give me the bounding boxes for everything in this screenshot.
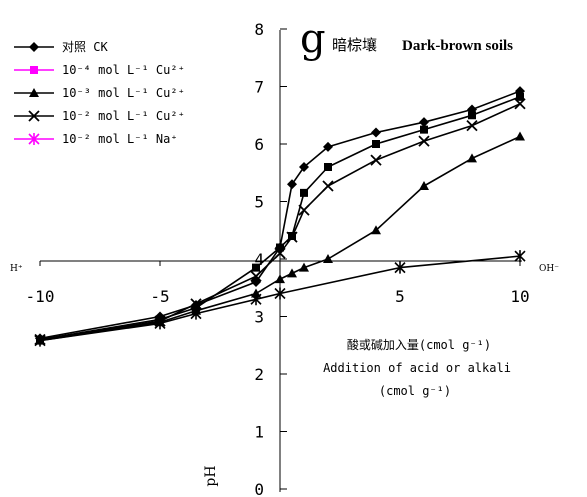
data-point-diamond: [323, 141, 333, 152]
data-point-triangle: [371, 225, 381, 235]
x-axis-right-end-label: OH⁻: [539, 264, 559, 274]
data-point-x: [190, 298, 202, 310]
data-point-triangle: [275, 274, 285, 284]
data-point-diamond: [371, 127, 381, 138]
x-tick-label: -10: [26, 287, 55, 306]
series-line: [39, 103, 521, 341]
data-point-star: [190, 307, 202, 320]
legend-entry: 10⁻³ mol L⁻¹ Cu²⁺: [14, 86, 185, 100]
data-point-triangle: [29, 88, 39, 97]
legend-label: 对照 CK: [62, 40, 108, 54]
data-point-star: [514, 250, 526, 263]
data-point-square: [252, 263, 260, 272]
data-point-star: [154, 317, 166, 330]
panel-label: g: [300, 16, 326, 62]
data-point-triangle: [323, 254, 333, 263]
data-point-triangle: [467, 153, 477, 163]
title-english: Dark-brown soils: [402, 38, 513, 54]
data-point-x: [298, 204, 310, 216]
data-point-x: [250, 270, 262, 282]
x-axis-label-line-3: (cmol g⁻¹): [379, 384, 451, 398]
data-point-diamond: [287, 179, 297, 190]
legend-entry: 10⁻² mol L⁻¹ Cu²⁺: [14, 109, 185, 123]
x-tick-label: -5: [150, 287, 169, 306]
series-layer: [34, 86, 526, 347]
x-tick-label: 5: [395, 287, 405, 306]
y-tick-label: 6: [254, 135, 264, 154]
y-tick-label: 2: [254, 365, 264, 384]
series-4: [34, 98, 526, 346]
y-tick-label: 7: [254, 78, 264, 97]
data-point-square: [468, 111, 476, 120]
data-point-star: [28, 133, 40, 145]
data-point-star: [274, 287, 286, 300]
legend-entry: 10⁻⁴ mol L⁻¹ Cu²⁺: [14, 63, 185, 77]
x-axis-label-line-1: 酸或碱加入量(cmol g⁻¹): [347, 337, 491, 352]
data-point-triangle: [287, 268, 297, 278]
series-line: [39, 135, 521, 342]
data-point-x: [370, 154, 382, 166]
data-point-x: [514, 98, 526, 110]
legend-label: 10⁻³ mol L⁻¹ Cu²⁺: [62, 86, 185, 100]
data-point-square: [372, 140, 380, 148]
y-tick-label: 4: [254, 250, 264, 269]
legend: 对照 CK 10⁻⁴ mol L⁻¹ Cu²⁺ 10⁻³ mol L⁻¹ Cu²⁺ 1…: [14, 40, 185, 146]
data-point-x: [28, 110, 40, 122]
data-point-star: [34, 334, 46, 347]
x-axis-label-line-2: Addition of acid or alkali: [323, 361, 511, 375]
data-point-triangle: [299, 262, 309, 272]
y-tick-label: 8: [254, 20, 264, 39]
y-tick-label: 0: [254, 480, 264, 497]
y-axis-label: pH: [203, 465, 219, 486]
title-chinese: 暗棕壤: [332, 36, 377, 54]
data-point-diamond: [299, 162, 309, 172]
data-point-square: [30, 66, 38, 74]
data-point-square: [300, 188, 308, 197]
y-tick-label: 1: [254, 423, 264, 442]
y-tick-label: 5: [254, 193, 264, 212]
data-point-x: [418, 135, 430, 147]
legend-entry: 对照 CK: [14, 40, 108, 54]
legend-label: 10⁻⁴ mol L⁻¹ Cu²⁺: [62, 63, 185, 77]
data-point-x: [286, 231, 298, 243]
data-point-triangle: [419, 180, 429, 190]
y-tick-label: 3: [254, 308, 264, 327]
ticks-layer: -10 -5 5 10 0 1 2 3 4 5 6 7 8: [26, 20, 530, 497]
legend-label: 10⁻² mol L⁻¹ Na⁺: [62, 132, 178, 146]
data-point-triangle: [515, 131, 525, 141]
data-point-square: [276, 243, 284, 252]
data-point-triangle: [251, 288, 261, 298]
data-point-square: [324, 163, 332, 171]
data-point-diamond: [419, 117, 429, 128]
x-tick-label: 10: [510, 287, 529, 306]
data-point-x: [322, 180, 334, 192]
series-5: [34, 250, 526, 347]
x-axis-left-end-label: H⁺: [10, 264, 23, 274]
data-point-x: [274, 247, 286, 259]
data-point-star: [250, 293, 262, 306]
legend-label: 10⁻² mol L⁻¹ Cu²⁺: [62, 109, 185, 123]
data-point-star: [394, 261, 406, 274]
data-point-square: [420, 125, 428, 134]
data-point-square: [516, 92, 524, 101]
data-point-x: [466, 119, 478, 132]
data-point-diamond: [29, 42, 39, 52]
series-line: [39, 96, 521, 341]
legend-entry: 10⁻² mol L⁻¹ Na⁺: [14, 132, 178, 146]
